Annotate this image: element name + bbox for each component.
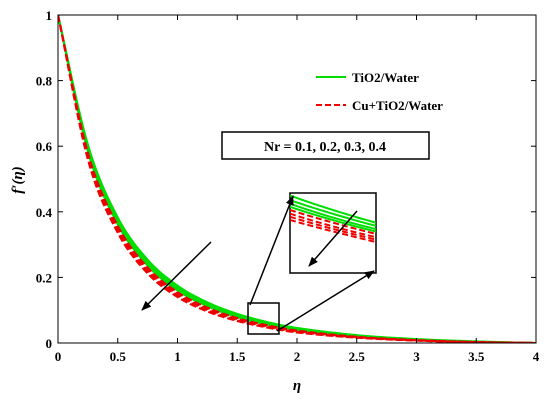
annotation-box (221, 131, 430, 160)
y-tick-label: 0.2 (36, 270, 52, 285)
x-tick-label: 1 (174, 349, 181, 364)
inset-series-line-3 (290, 205, 376, 233)
series-line-tio2-water-0 (58, 15, 536, 343)
connector-arrow-top (249, 195, 294, 306)
annotation-text: Nr = 0.1, 0.2, 0.3, 0.4 (264, 140, 386, 155)
trend-arrow-main (141, 241, 212, 311)
x-tick-label: 3 (413, 349, 420, 364)
y-tick-label: 0 (46, 336, 53, 351)
y-tick-label: 0.8 (36, 74, 53, 89)
inset-series-line-5 (290, 212, 376, 239)
x-tick-label: 0 (55, 349, 62, 364)
inset-series-line-4 (290, 209, 376, 235)
series-line-tio2-water-1 (58, 15, 536, 343)
x-tick-label: 2.5 (349, 349, 366, 364)
series-line-cu-tio2-water-5 (58, 15, 536, 343)
x-axis-label: η (293, 378, 301, 394)
x-tick-label: 3.5 (468, 349, 485, 364)
series-line-tio2-water-3 (58, 15, 536, 343)
inset-series-line-6 (290, 215, 376, 241)
plot-frame (57, 14, 537, 344)
trend-arrow-inset (308, 210, 358, 267)
connector-arrow-bottom (276, 270, 375, 332)
zoom-region-box (247, 302, 280, 335)
parameter-annotation: Nr = 0.1, 0.2, 0.3, 0.4 (221, 131, 430, 160)
series-line-cu-tio2-water-4 (58, 15, 536, 343)
y-tick-label: 0.4 (36, 205, 53, 220)
legend: TiO2/Water Cu+TiO2/Water (316, 70, 443, 113)
y-tick-label: 0.6 (36, 139, 53, 154)
inset-curves-group (290, 194, 376, 243)
curves-group (58, 15, 536, 343)
x-tick-label: 0.5 (110, 349, 127, 364)
x-tick-label: 2 (294, 349, 301, 364)
series-line-cu-tio2-water-6 (58, 15, 536, 343)
y-tick-label: 1 (46, 8, 53, 23)
legend-label-tio2-water: TiO2/Water (352, 70, 419, 85)
x-tick-label: 4 (533, 349, 540, 364)
legend-label-cu-tio2-water: Cu+TiO2/Water (352, 98, 443, 113)
series-line-tio2-water-2 (58, 15, 536, 343)
y-axis-label: f′(η) (10, 166, 26, 193)
inset-series-line-2 (290, 202, 376, 231)
series-line-cu-tio2-water-7 (58, 15, 536, 343)
ticks-group: 0 0.5 1 1.5 2 2.5 3 3.5 4 0 0.2 0.4 0.6 0.8 1 (36, 8, 540, 364)
inset-series-line-1 (290, 199, 376, 227)
x-tick-label: 1.5 (229, 349, 246, 364)
inset-series-line-0 (290, 194, 376, 224)
inset-series-line-7 (290, 218, 376, 243)
